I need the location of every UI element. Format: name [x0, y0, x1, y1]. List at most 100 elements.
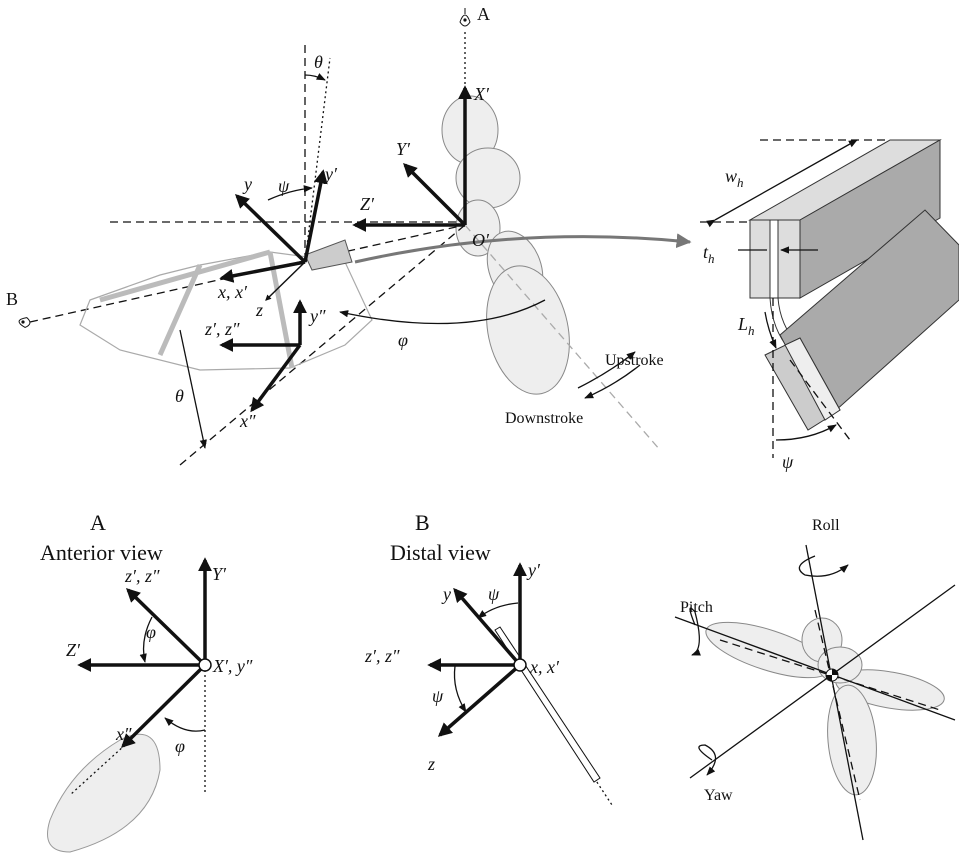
axis-y-prime-wing [303, 169, 328, 263]
length-arrow [764, 311, 777, 349]
subscript: h [708, 251, 715, 266]
label: Y′ [396, 139, 411, 159]
title: Anterior view [40, 540, 163, 565]
eye-a [459, 8, 471, 27]
body-axes: Roll Pitch Yaw [674, 517, 956, 841]
axis-y [234, 194, 307, 264]
label: ψ [278, 176, 290, 196]
label: y′ [323, 164, 338, 184]
label: Y′ [212, 564, 227, 584]
distal-view: B Distal view y′ y ψ z′, z″ x, x′ ψ z [364, 510, 613, 806]
detail-arrow [354, 233, 692, 264]
axis-x-dprime [121, 663, 207, 748]
label: Roll [812, 517, 840, 534]
label: Downstroke [505, 410, 583, 427]
line-x-dprime [179, 224, 466, 466]
hinge-detail: wh th Lh ψ [700, 139, 959, 472]
label: X′ [473, 84, 490, 104]
label: θ [314, 52, 323, 72]
label: φ [398, 330, 408, 350]
label: B [6, 289, 18, 309]
pitch-arrow [689, 607, 701, 656]
label: Z′ [360, 194, 375, 214]
symbol: w [725, 166, 737, 186]
label: ψ [432, 686, 444, 706]
axis-z [437, 663, 522, 737]
psi-arc-lower [453, 665, 467, 713]
psi-arc [267, 185, 313, 201]
phi-arc [339, 299, 546, 325]
wing-veins [99, 249, 295, 369]
width-arrow [706, 139, 858, 228]
origin [513, 658, 527, 672]
eye-b [18, 317, 31, 328]
label: ψ [782, 452, 794, 472]
label: z [427, 754, 435, 774]
axis-y [453, 587, 522, 667]
anterior-view: A Anterior view Y′ z′, z″ φ Z′ X′, y″ x″… [40, 510, 253, 853]
label: O′ [472, 230, 490, 250]
label: Lh [737, 314, 755, 338]
phi-arc-upper [139, 616, 153, 663]
wing-bar [494, 626, 601, 783]
lower-layer [784, 337, 841, 421]
upstroke-arrow [577, 351, 636, 389]
label: B [415, 510, 430, 535]
axis-z [265, 261, 306, 301]
yaw-arrow [698, 744, 717, 776]
hinge-small [304, 239, 353, 271]
title: Distal view [390, 540, 491, 565]
label: x, x′ [217, 282, 248, 302]
wing-shape [486, 265, 570, 395]
theta-arc-top [304, 73, 326, 81]
eye-a-pupil [463, 18, 467, 22]
eye-b-pupil [21, 320, 25, 324]
label: th [703, 242, 715, 266]
label: y′ [526, 560, 541, 580]
label: φ [146, 622, 156, 642]
label: x, x′ [529, 657, 560, 677]
label: Upstroke [605, 352, 664, 369]
theta-dotted [304, 57, 331, 263]
label: y″ [308, 306, 326, 326]
label: φ [175, 736, 185, 756]
label: θ [175, 386, 184, 406]
label: z′, z″ [124, 566, 160, 586]
roll-arrow [798, 555, 849, 577]
label: A [477, 4, 490, 24]
label: z′, z″ [364, 646, 400, 666]
label: X′, y″ [212, 656, 253, 676]
label: y [441, 584, 451, 604]
label: A [90, 510, 106, 535]
axis-y-prime [403, 163, 467, 227]
wing-outline [79, 251, 373, 371]
axis-x [219, 260, 306, 283]
label: wh [725, 166, 744, 190]
center-mark [826, 669, 838, 681]
main-view: A B X′ Y′ Z′ O′ θ ψ y y′ x, x′ z z′, z″ … [6, 4, 692, 466]
axis-x-dprime [250, 343, 302, 413]
subscript: h [748, 323, 755, 338]
origin [198, 658, 212, 672]
axis-z-prime [125, 588, 207, 667]
upper-front-right [777, 219, 801, 299]
subscript: h [737, 175, 744, 190]
label: Pitch [680, 599, 713, 616]
upper-front-left [749, 219, 771, 299]
stroke-plane-line [464, 224, 661, 451]
label: Yaw [704, 787, 733, 804]
label: y [242, 174, 252, 194]
psi-arc-hinge [775, 424, 837, 441]
label: x″ [115, 724, 132, 744]
label: ψ [488, 584, 500, 604]
phi-arc-lower [164, 717, 206, 732]
symbol: t [703, 242, 709, 262]
theta-arc [179, 329, 207, 449]
hinge-layer [769, 219, 779, 299]
label: z [255, 300, 263, 320]
angle-lines [772, 298, 851, 458]
wing-shape [47, 733, 161, 853]
label: x″ [239, 411, 256, 431]
label: z′, z″ [204, 319, 240, 339]
